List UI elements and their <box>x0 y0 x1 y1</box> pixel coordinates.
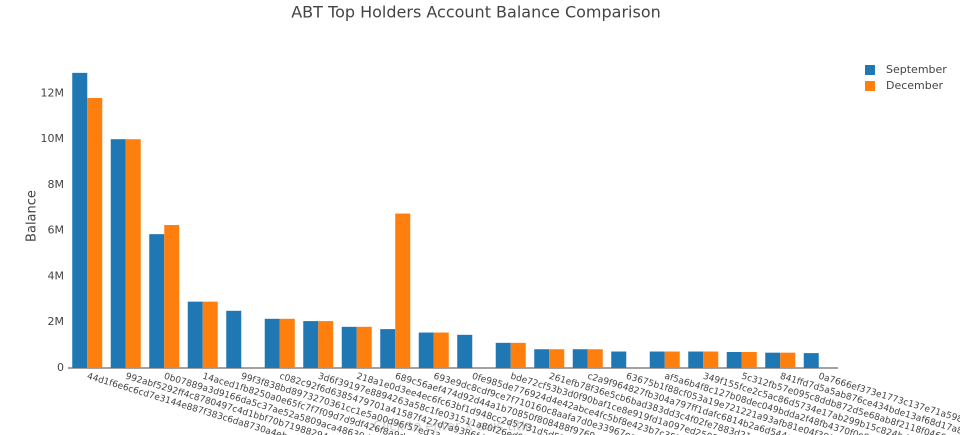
bar <box>457 334 473 368</box>
bar <box>341 326 357 368</box>
y-tick-label: 4M <box>48 269 65 282</box>
bar <box>318 321 334 368</box>
bar <box>87 98 103 368</box>
bar <box>303 321 319 368</box>
bar <box>418 332 434 368</box>
y-tick-label: 12M <box>41 86 65 99</box>
bar <box>549 349 565 368</box>
bar <box>202 301 218 368</box>
bar <box>534 349 550 368</box>
bar <box>703 351 719 368</box>
bar <box>164 225 180 368</box>
x-axis-title[interactable]: Click to enter X axis title <box>373 420 533 435</box>
y-tick-label: 2M <box>48 315 65 328</box>
bar <box>495 342 511 368</box>
legend-label: December <box>886 79 944 92</box>
bar <box>780 352 796 368</box>
chart-title: ABT Top Holders Account Balance Comparis… <box>291 3 661 22</box>
bar <box>395 213 411 368</box>
bar <box>279 318 295 368</box>
bar <box>380 329 396 368</box>
y-axis-title: Balance <box>25 190 40 242</box>
legend-swatch <box>865 65 875 75</box>
bar <box>110 139 126 368</box>
bar <box>765 352 781 368</box>
bar <box>803 353 819 368</box>
bar <box>356 326 372 368</box>
y-tick-label: 8M <box>48 178 65 191</box>
bar <box>664 351 680 368</box>
bar <box>433 332 449 368</box>
y-tick-label: 10M <box>41 132 65 145</box>
bar <box>649 351 665 368</box>
y-tick-label: 0 <box>57 361 64 374</box>
bar <box>264 318 280 368</box>
legend-swatch <box>865 81 875 91</box>
bar <box>572 349 588 368</box>
bar <box>611 351 627 368</box>
bar <box>587 349 603 368</box>
y-tick-label: 6M <box>48 224 65 237</box>
bar <box>741 351 757 368</box>
bar <box>125 139 141 368</box>
bar <box>187 301 203 368</box>
bar <box>510 342 526 368</box>
bar <box>688 351 704 368</box>
bar <box>149 234 165 368</box>
bar <box>72 72 88 368</box>
bar <box>226 310 242 368</box>
legend-label: September <box>886 63 947 76</box>
bar <box>726 351 742 368</box>
